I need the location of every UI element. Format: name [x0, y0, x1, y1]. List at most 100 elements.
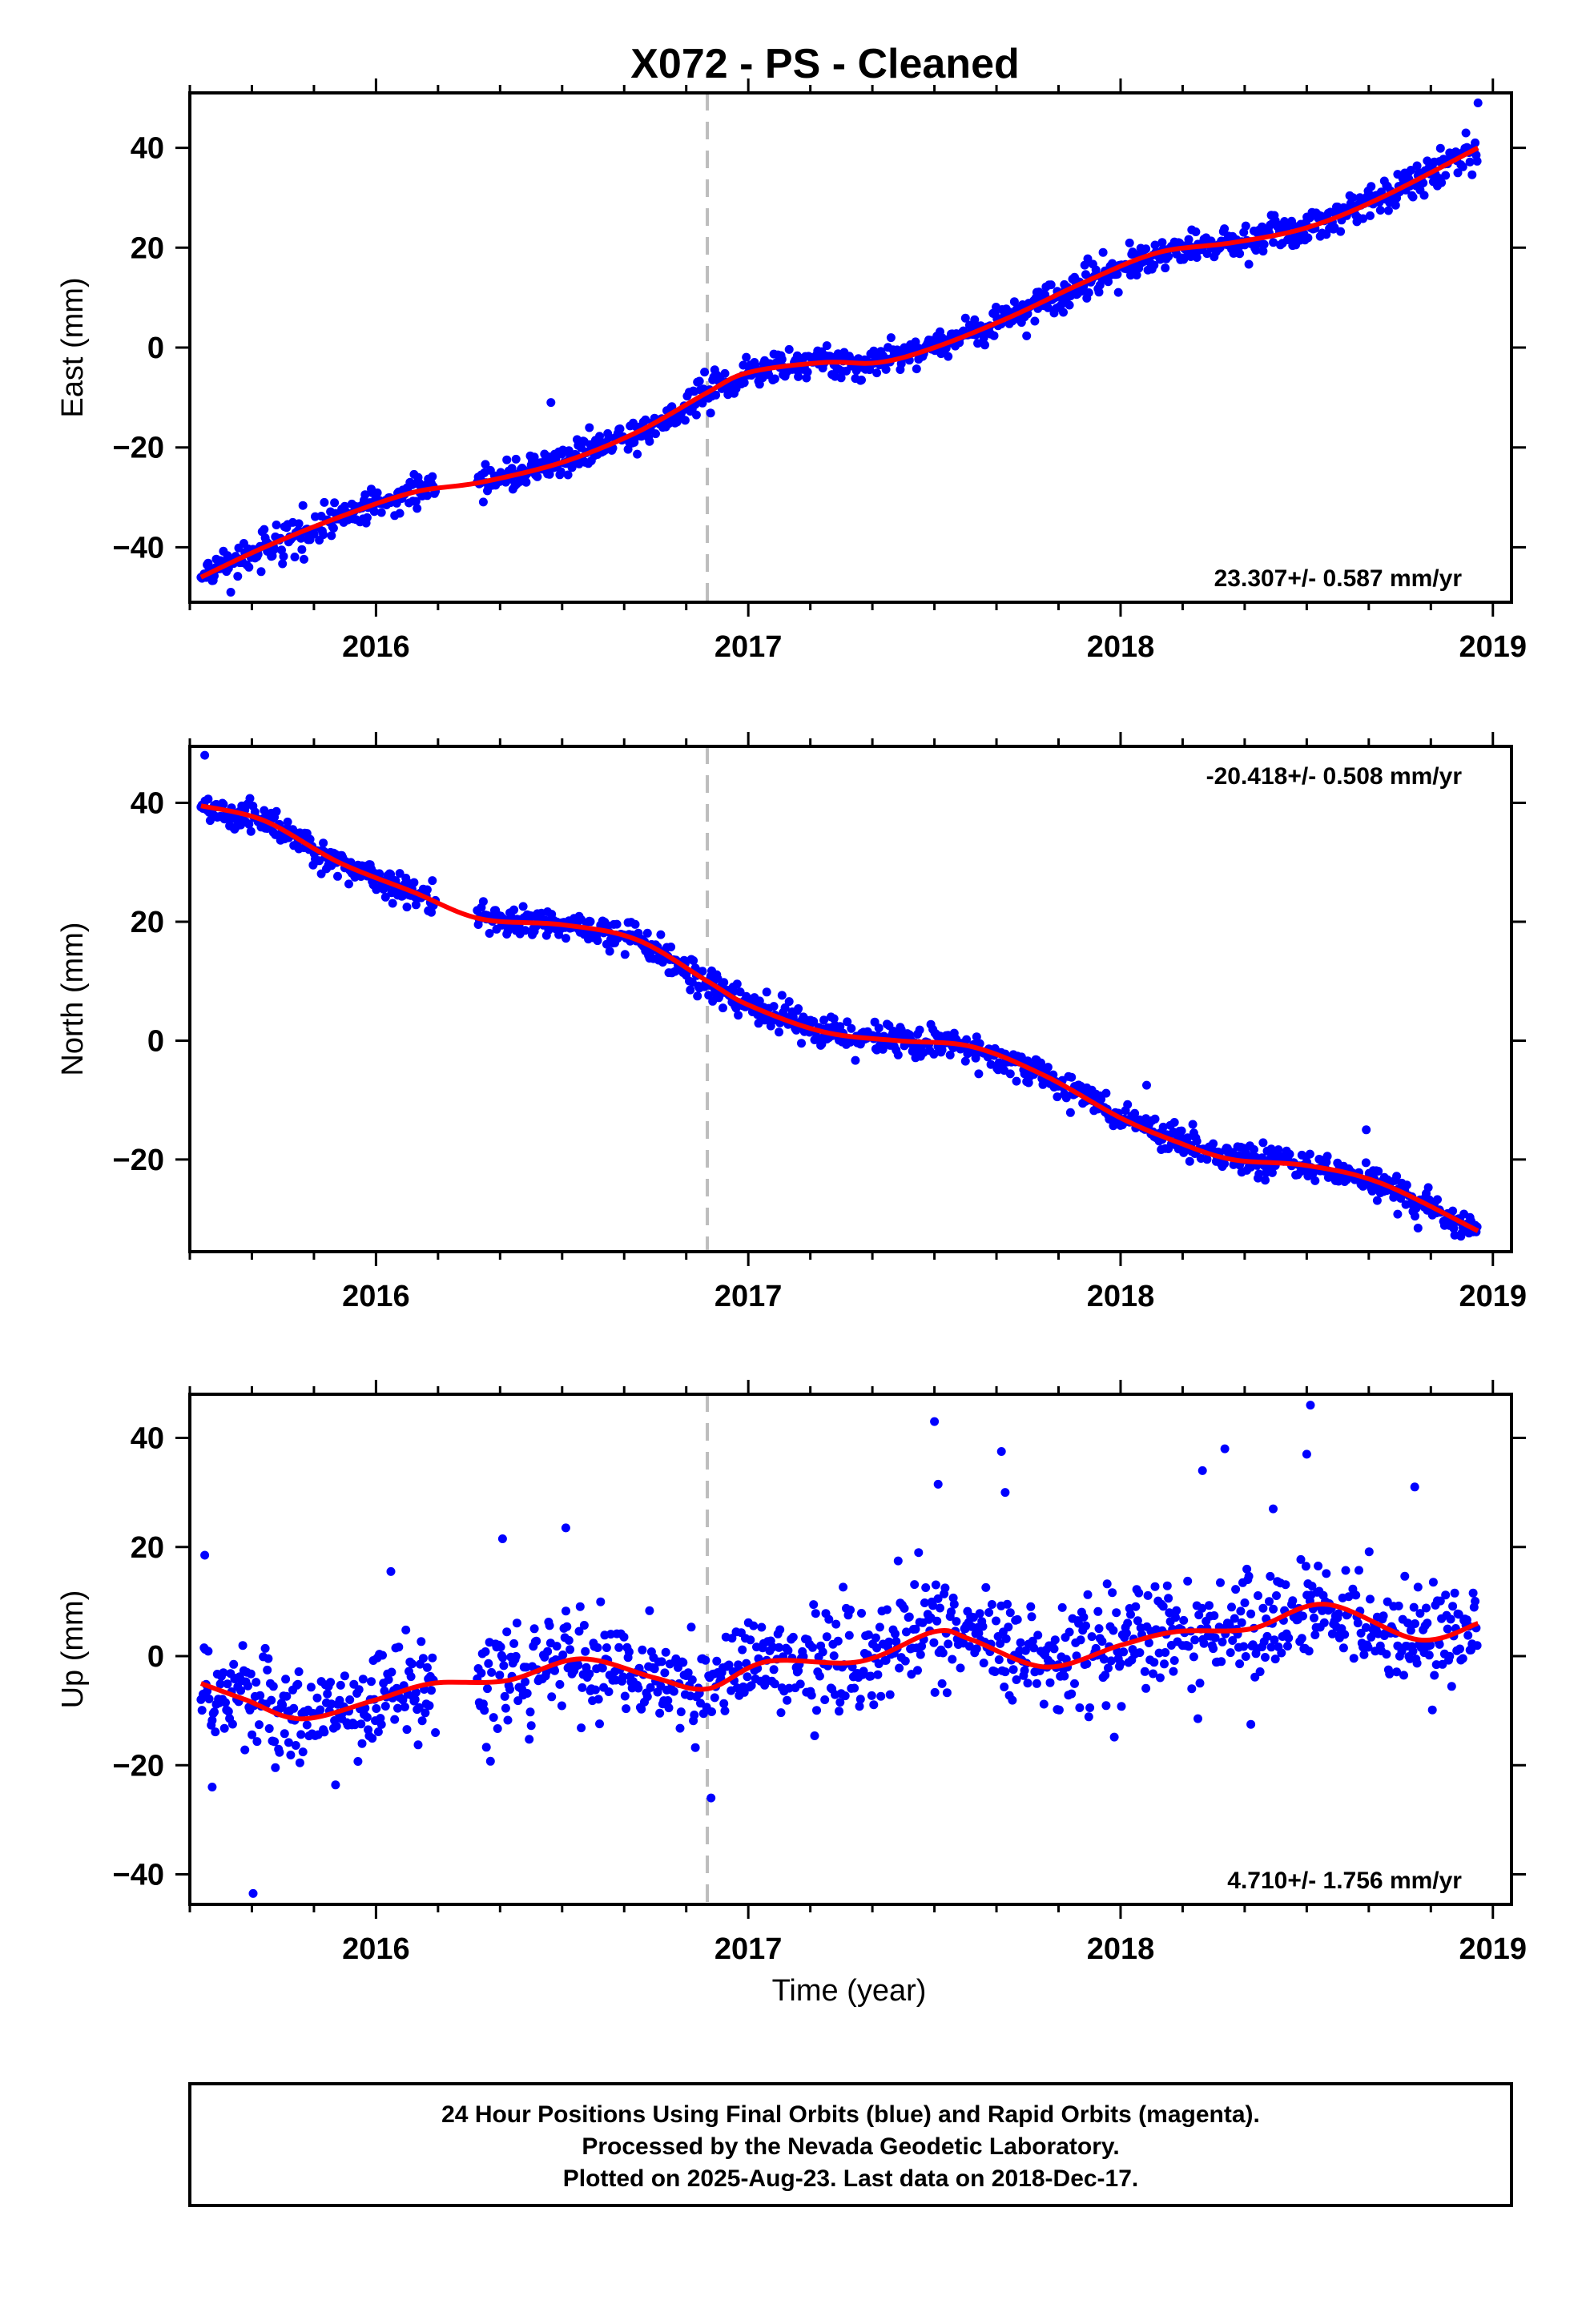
data-point [525, 1735, 534, 1744]
data-point [282, 1691, 292, 1701]
data-point [1244, 1571, 1254, 1581]
data-point [780, 1003, 790, 1012]
data-point [1022, 331, 1032, 340]
data-point [512, 1618, 521, 1628]
data-point [1101, 1671, 1110, 1680]
data-point [596, 1597, 606, 1606]
data-point [1448, 1602, 1458, 1611]
data-point [936, 1603, 944, 1613]
data-points [196, 1401, 1482, 1898]
data-point [1288, 1596, 1298, 1606]
data-point [1258, 1603, 1268, 1613]
data-point [719, 1003, 727, 1013]
data-point [1402, 1180, 1411, 1190]
data-point [305, 834, 315, 844]
data-point [481, 1647, 490, 1656]
data-point [1194, 1610, 1204, 1620]
data-point [724, 1660, 734, 1670]
data-point [255, 1720, 264, 1730]
data-point [1037, 1058, 1045, 1068]
data-point [623, 444, 633, 454]
data-point [223, 1707, 233, 1716]
data-point [428, 1653, 437, 1663]
data-point [689, 956, 698, 965]
data-point [1422, 1603, 1431, 1613]
data-point [1242, 1564, 1252, 1574]
data-point [1009, 297, 1019, 307]
data-point [921, 1583, 931, 1592]
data-point [1030, 316, 1040, 326]
x-tick-label: 2017 [714, 1932, 783, 1966]
data-point [240, 1745, 250, 1755]
data-point [1121, 1628, 1131, 1638]
data-point [1270, 1655, 1280, 1664]
data-point [972, 1032, 981, 1042]
data-point [1241, 1652, 1250, 1661]
data-point [1189, 1652, 1198, 1662]
data-point [1409, 1602, 1419, 1612]
data-point [1363, 1642, 1373, 1652]
data-point [1220, 224, 1230, 234]
data-point [987, 1600, 996, 1609]
data-point [1045, 1678, 1055, 1687]
data-point [384, 1675, 393, 1684]
data-point [1463, 1630, 1473, 1640]
data-point [912, 364, 921, 374]
data-point [563, 470, 573, 480]
footer-line-1: 24 Hour Positions Using Final Orbits (bl… [441, 2101, 1260, 2128]
data-point [1149, 260, 1159, 270]
data-point [683, 1668, 693, 1678]
data-point [1085, 1703, 1095, 1712]
data-point [1441, 1590, 1451, 1600]
data-point [1123, 1100, 1133, 1109]
data-point [1190, 1635, 1200, 1645]
data-point [711, 390, 721, 400]
data-point [411, 900, 421, 910]
data-point [268, 551, 277, 561]
data-point [388, 899, 397, 908]
data-point [393, 1703, 402, 1713]
data-point [236, 1686, 246, 1695]
data-point [1354, 1566, 1363, 1575]
data-point [1198, 1603, 1207, 1613]
x-tick-label: 2019 [1459, 1280, 1527, 1313]
x-axis-label: Time (year) [772, 1974, 927, 2008]
data-point [1413, 1224, 1423, 1232]
data-point [581, 1647, 590, 1656]
data-point [284, 1738, 293, 1747]
data-point [357, 1739, 367, 1748]
data-point [1408, 1647, 1418, 1656]
data-point [219, 799, 228, 809]
data-point [497, 1534, 507, 1543]
data-point [1003, 1599, 1012, 1609]
data-point [1235, 1659, 1245, 1669]
data-point [362, 513, 372, 522]
data-point [942, 1688, 952, 1698]
data-point [1453, 168, 1463, 178]
data-point [386, 1566, 396, 1576]
data-point [1445, 1651, 1455, 1661]
data-point [291, 1741, 300, 1750]
data-point [1435, 1596, 1445, 1606]
data-point [719, 978, 729, 987]
data-point [892, 1637, 901, 1647]
data-point [1202, 249, 1212, 259]
data-point [698, 398, 707, 408]
data-point [356, 1719, 366, 1729]
data-point [885, 1690, 895, 1699]
data-point [1097, 1095, 1106, 1104]
data-point [1150, 1582, 1160, 1591]
data-point [1322, 1152, 1332, 1161]
data-point [762, 987, 771, 997]
data-point [775, 1625, 785, 1634]
data-point [1184, 235, 1193, 244]
data-point [719, 1699, 729, 1708]
data-point [690, 1711, 699, 1719]
data-point [1209, 1139, 1218, 1148]
data-point [788, 1632, 798, 1642]
data-point [863, 1630, 873, 1639]
data-point [1101, 1701, 1111, 1711]
data-point [417, 1637, 426, 1647]
data-point [866, 1671, 875, 1681]
data-point [1075, 1703, 1085, 1712]
